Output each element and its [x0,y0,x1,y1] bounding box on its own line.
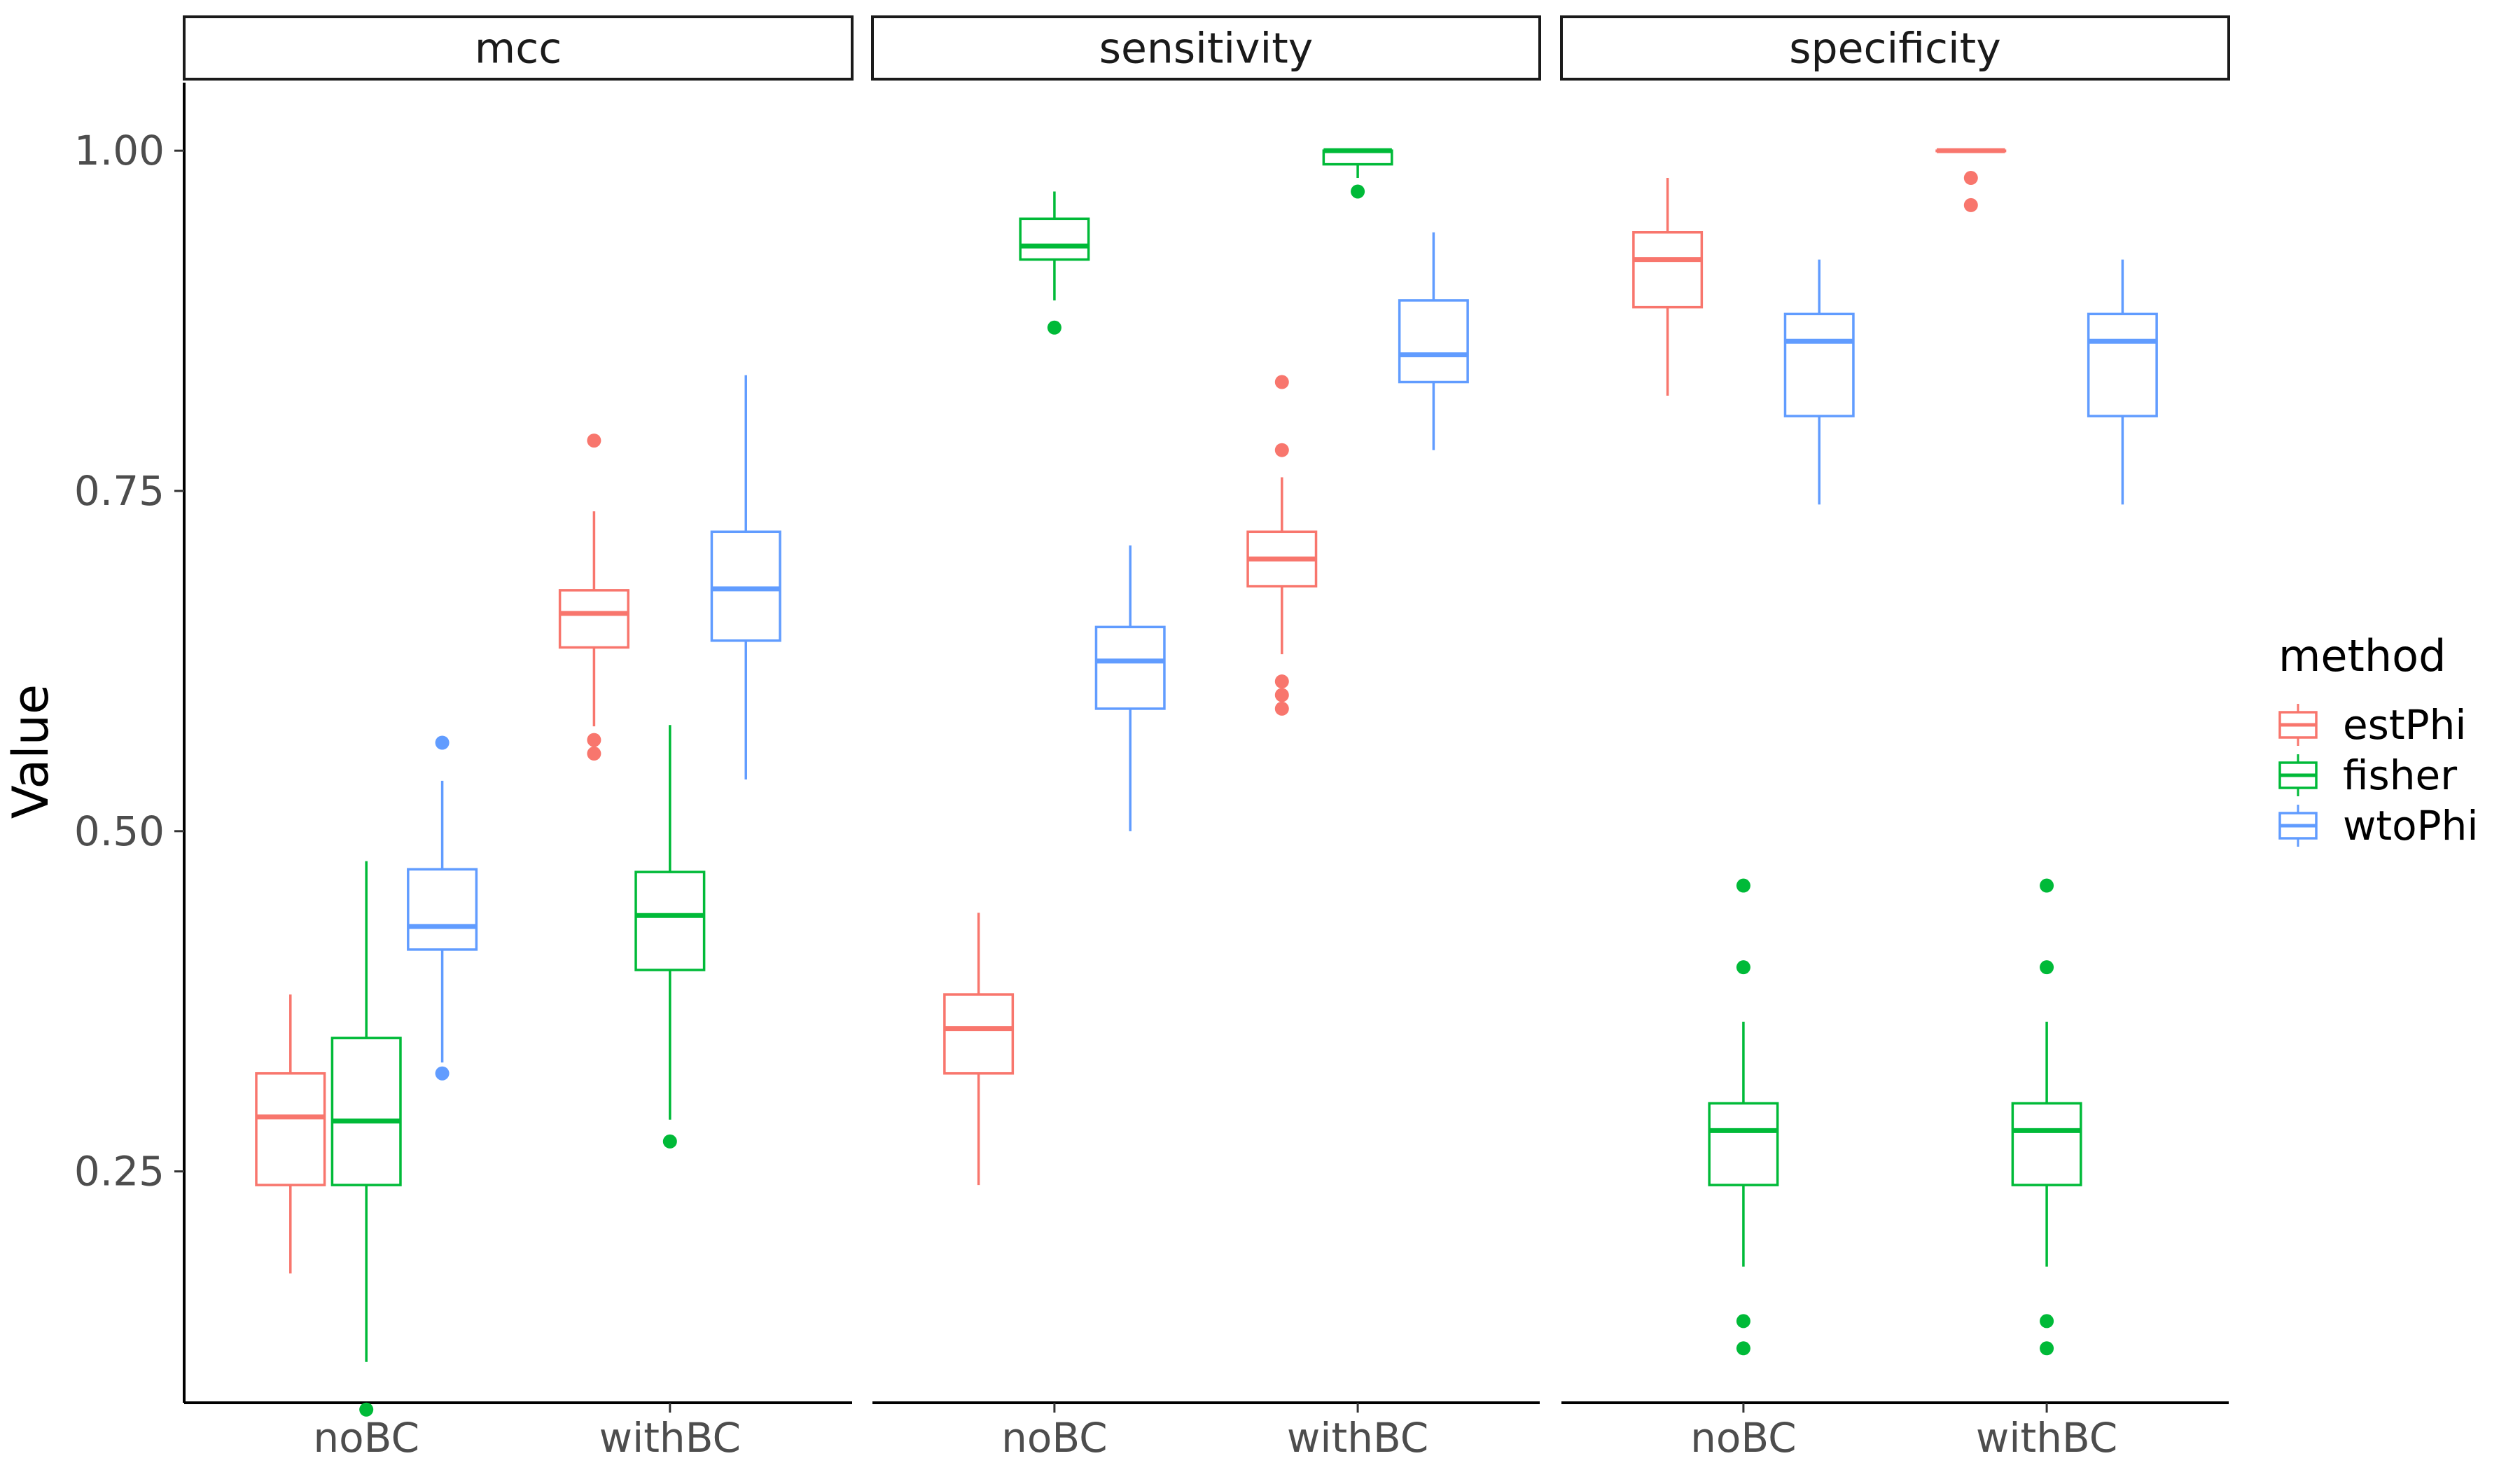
y-tick-label-0.25: 0.25 [74,1148,165,1195]
y-tick-label-0.75: 0.75 [74,467,165,515]
box-rect [1398,299,1469,384]
box-sensitivity-noBC-fisher [1019,191,1090,335]
box-rect [2087,312,2158,417]
y-tick-label-0.50: 0.50 [74,807,165,855]
outlier-point [1274,443,1289,457]
strip-box-sensitivity [871,15,1541,81]
box-mcc-withBC-wtoPhi [710,375,781,779]
outlier-point [1963,171,1978,186]
outlier-point [1274,674,1289,689]
outlier-point [2040,1341,2054,1356]
box-rect [407,868,478,951]
outlier-point [662,1134,677,1149]
box-rect [710,530,781,642]
box-sensitivity-noBC-wtoPhi [1094,545,1166,831]
box-rect [1783,312,1855,417]
box-rect [2011,1102,2082,1186]
strip-box-specificity [1560,15,2230,81]
x-tick-label-specificity-withBC: withBC [1976,1414,2117,1462]
box-sensitivity-withBC-fisher [1322,148,1393,199]
legend-key-fisher [2278,754,2318,796]
outlier-point [1736,960,1750,975]
box-mcc-noBC-fisher [330,861,402,1417]
outlier-point [1963,197,1978,212]
outlier-point [1736,1314,1750,1329]
panel-specificity: specificity noBC withBC [1560,15,2230,1462]
box-specificity-withBC-fisher [2011,878,2082,1356]
box-sensitivity-noBC-estPhi [943,913,1015,1186]
box-mcc-noBC-wtoPhi [407,735,478,1081]
box-specificity-noBC-wtoPhi [1783,259,1855,505]
outlier-point [2040,1314,2054,1329]
outlier-point [435,1066,450,1081]
legend-label-wtoPhi: wtoPhi [2343,802,2479,850]
x-tick-label-mcc-noBC: noBC [313,1414,419,1462]
outlier-point [587,747,601,761]
outlier-point [1351,184,1365,199]
box-sensitivity-withBC-estPhi [1246,375,1318,716]
legend-key-wtoPhi [2278,805,2318,847]
outlier-point [1274,701,1289,716]
outlier-point [587,434,601,448]
box-mcc-withBC-estPhi [558,434,629,761]
outlier-point [1274,375,1289,389]
x-tick-label-mcc-withBC: withBC [599,1414,741,1462]
legend-key-estPhi [2278,704,2318,746]
box-rect [1632,231,1704,309]
box-specificity-noBC-fisher [1708,878,1779,1356]
box-rect [255,1072,326,1186]
y-axis: 0.25 0.50 0.75 1.00 [74,83,186,1403]
x-tick-label-specificity-noBC: noBC [1690,1414,1797,1462]
box-rect [330,1036,402,1186]
strip-label-sensitivity: sensitivity [1099,25,1314,74]
legend-title: method [2278,630,2446,681]
x-tick-label-sensitivity-withBC: withBC [1287,1414,1428,1462]
strip-label-mcc: mcc [475,25,562,74]
x-tick-label-sensitivity-noBC: noBC [1001,1414,1108,1462]
box-mcc-noBC-estPhi [255,994,326,1274]
outlier-point [1274,688,1289,702]
box-specificity-withBC-wtoPhi [2087,259,2158,505]
legend-label-estPhi: estPhi [2343,701,2467,749]
box-rect [1019,217,1090,261]
outlier-point [2040,878,2054,893]
y-axis-title: Value [2,684,60,819]
outlier-point [2040,960,2054,975]
outlier-point [1047,320,1061,335]
strip-label-specificity: specificity [1789,25,2000,74]
box-rect [1708,1102,1779,1186]
legend-label-fisher: fisher [2343,751,2457,799]
box-specificity-noBC-estPhi [1632,178,1704,396]
box-rect [558,589,629,649]
box-rect [634,871,706,971]
outlier-point [1736,878,1750,893]
outlier-point [359,1402,374,1417]
panel-mcc: mcc noBC withBC [183,15,854,1462]
box-specificity-withBC-estPhi [1935,148,2007,212]
box-rect [943,993,1015,1075]
box-mcc-withBC-fisher [634,725,706,1149]
box-rect [1094,625,1166,710]
outlier-point [587,733,601,747]
box-sensitivity-withBC-wtoPhi [1398,232,1469,450]
outlier-point [1736,1341,1750,1356]
strip-box-mcc [183,15,854,81]
outlier-point [435,735,450,750]
y-tick-label-1.00: 1.00 [74,127,165,174]
panel-sensitivity: sensitivity noBC withBC [871,15,1541,1462]
